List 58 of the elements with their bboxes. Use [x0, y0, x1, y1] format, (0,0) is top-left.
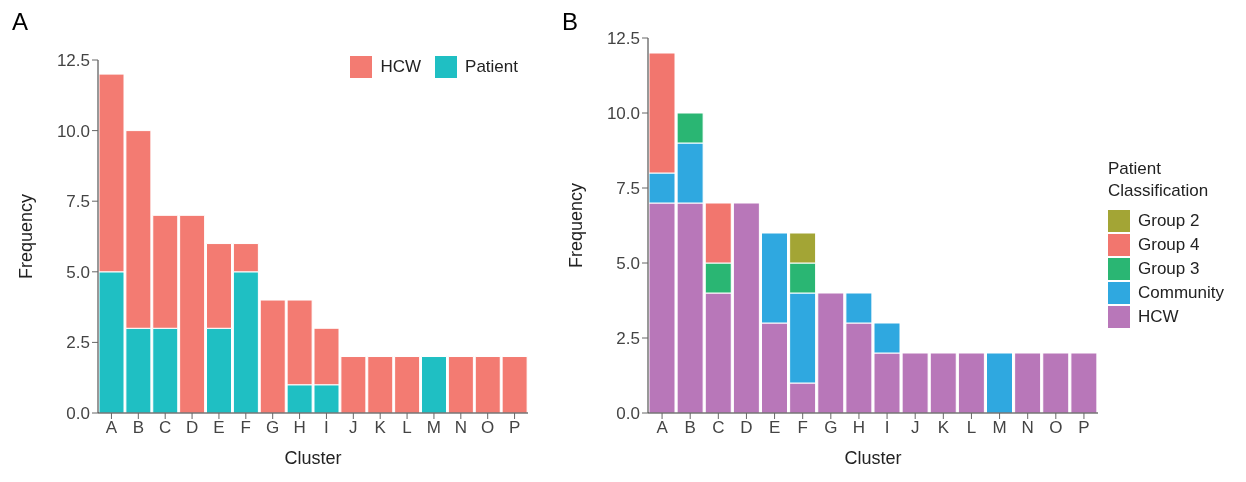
legend-label: Group 4: [1138, 235, 1200, 255]
legend-label: Community: [1138, 283, 1224, 303]
x-tick-label: C: [712, 418, 725, 438]
x-tick-label: B: [132, 418, 144, 438]
x-tick-label: E: [768, 418, 781, 438]
y-axis-title: Frequency: [16, 193, 37, 280]
y-tick-label: 10.0: [56, 121, 90, 141]
x-tick-label: A: [656, 418, 669, 438]
x-tick-label: L: [966, 418, 977, 438]
x-tick-label: N: [454, 418, 467, 438]
y-tick-label: 12.5: [606, 29, 640, 49]
x-tick-label: G: [266, 418, 280, 438]
y-tick-label: 10.0: [606, 104, 640, 124]
x-tick-label: I: [324, 418, 329, 438]
y-tick-label: 2.5: [66, 333, 90, 353]
x-tick-label: F: [240, 418, 252, 438]
chart-title: B: [562, 8, 579, 36]
x-tick-label: G: [824, 418, 838, 438]
legend-title: Patient Classification: [1108, 158, 1210, 202]
x-tick-label: N: [1021, 418, 1034, 438]
legend-label: HCW: [380, 57, 422, 77]
legend-label: Patient: [465, 57, 518, 77]
x-tick-label: C: [159, 418, 172, 438]
y-tick-label: 5.0: [616, 254, 640, 274]
x-tick-label: M: [992, 418, 1007, 438]
legend-label: Group 2: [1138, 211, 1200, 231]
x-tick-label: L: [402, 418, 412, 438]
y-tick-label: 5.0: [66, 262, 90, 282]
x-axis-title: Cluster: [844, 448, 902, 468]
x-tick-label: P: [508, 418, 521, 438]
x-tick-label: K: [937, 418, 950, 438]
x-tick-label: D: [740, 418, 753, 438]
x-tick-label: I: [884, 418, 890, 438]
x-tick-label: M: [426, 418, 442, 438]
y-tick-label: 0.0: [66, 404, 90, 424]
y-tick-label: 12.5: [56, 51, 90, 71]
y-tick-label: 7.5: [66, 192, 90, 212]
x-tick-label: F: [797, 418, 808, 438]
x-tick-label: B: [684, 418, 696, 438]
x-tick-label: J: [349, 418, 358, 438]
x-tick-label: H: [293, 418, 306, 438]
x-tick-label: J: [910, 418, 920, 438]
y-tick-label: 0.0: [616, 404, 640, 424]
x-tick-label: P: [1078, 418, 1090, 438]
legend-label: HCW: [1138, 307, 1179, 327]
x-tick-label: H: [852, 418, 866, 438]
chart-title: A: [12, 8, 29, 36]
x-axis-title: Cluster: [284, 448, 342, 468]
x-tick-label: E: [213, 418, 225, 438]
legend-label: Group 3: [1138, 259, 1200, 279]
x-tick-label: A: [105, 418, 118, 438]
y-tick-label: 2.5: [616, 329, 640, 349]
x-tick-label: O: [481, 418, 495, 438]
x-tick-label: K: [374, 418, 387, 438]
y-tick-label: 7.5: [616, 179, 640, 199]
x-tick-label: D: [185, 418, 199, 438]
x-tick-label: O: [1049, 418, 1063, 438]
y-axis-title: Frequency: [566, 182, 587, 269]
